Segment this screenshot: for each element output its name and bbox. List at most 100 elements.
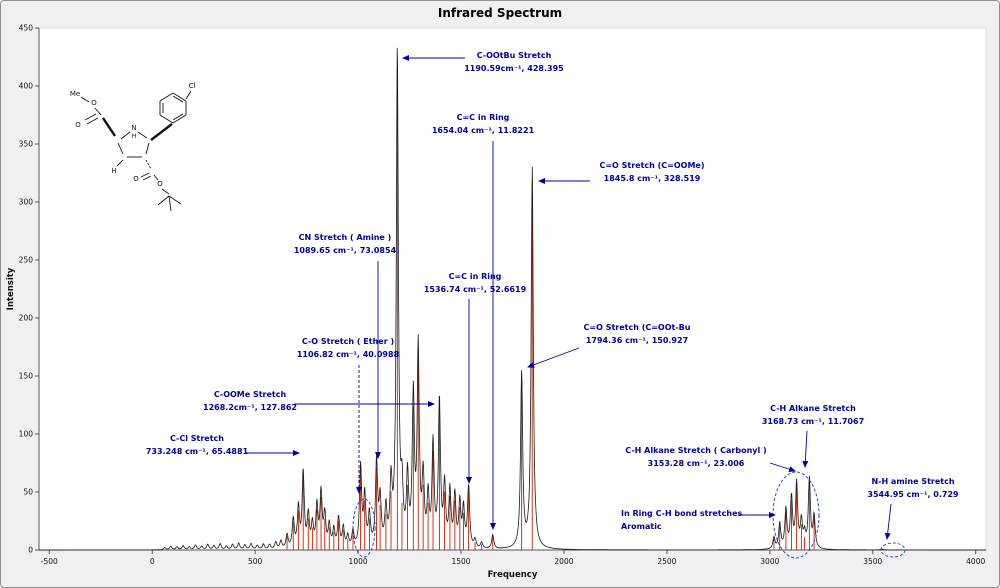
annotation-text: C=C in Ring (449, 272, 502, 281)
annotation-text: 1106.82 cm⁻¹, 40.0988 (297, 350, 400, 359)
bond (102, 117, 116, 137)
y-tick-label: 300 (19, 198, 34, 207)
annotation-text: Aromatic (621, 522, 662, 531)
annotation-cc-in-ring-1654: C=C in Ring 1654.04 cm⁻¹, 11.8221 (432, 113, 535, 530)
annotation-text: 3153.28 cm⁻¹, 23.006 (648, 459, 745, 468)
annotation-text: 733.248 cm⁻¹, 65.4881 (146, 447, 249, 456)
annotation-text: 1794.36 cm⁻¹, 150.927 (586, 336, 688, 345)
atom-label: N (131, 124, 136, 132)
annotation-nh-amine-stretch: N-H amine Stretch 3544.95 cm⁻¹, 0.729 (867, 477, 959, 540)
bond (159, 114, 174, 124)
bond (157, 195, 170, 206)
annotation-text: 1654.04 cm⁻¹, 11.8221 (432, 126, 535, 135)
annotation-in-ring-ch-aromatic: In Ring C-H bond stretches Aromatic (621, 509, 776, 531)
y-tick-label: 0 (28, 546, 33, 555)
x-tick-label: 1000 (349, 557, 368, 566)
stick-spectrum (286, 67, 883, 550)
bond (172, 95, 184, 103)
bond (142, 175, 152, 181)
atom-label: O (133, 175, 139, 183)
x-tick-label: 3000 (760, 557, 779, 566)
annotation-arrow (769, 462, 796, 473)
annotation-co-stretch-ether: C-O Stretch ( Ether ) 1106.82 cm⁻¹, 40.09… (297, 337, 400, 494)
annotation-ch-alkane-carbonyl: C-H Alkane Stretch ( Carbonyl ) 3153.28 c… (625, 446, 796, 473)
chart-title: Infrared Spectrum (437, 6, 563, 20)
annotation-text: 3544.95 cm⁻¹, 0.729 (867, 490, 959, 499)
spectrum-envelope (39, 47, 986, 551)
atom-label: H (132, 133, 137, 140)
annotation-ccl-stretch: C-Cl Stretch 733.248 cm⁻¹, 65.4881 (146, 434, 300, 456)
annotation-text: 3168.73 cm⁻¹, 11.7067 (762, 417, 864, 426)
bond (168, 195, 182, 205)
annotation-text: C=O Stretch (C=OOMe) (599, 161, 704, 170)
annotation-c-ootbu-stretch: C-OOtBu Stretch 1190.59cm⁻¹, 428.395 (402, 51, 564, 73)
x-tick-label: 0 (150, 557, 155, 566)
atom-label: O (91, 99, 97, 107)
y-tick-label: 450 (19, 24, 34, 33)
y-tick-label: 50 (23, 488, 33, 497)
annotation-arrow (527, 347, 580, 368)
annotation-cn-stretch-amine: CN Stretch ( Amine ) 1089.65 cm⁻¹, 73.085… (294, 233, 397, 459)
bond (80, 96, 90, 103)
atom-label: Cl (189, 82, 196, 90)
bond (172, 114, 187, 124)
highlight-ellipse (352, 498, 376, 558)
bond (172, 113, 184, 121)
annotation-text: 1536.74 cm⁻¹, 52.6619 (424, 285, 527, 294)
y-tick-label: 250 (19, 256, 34, 265)
bond (159, 92, 174, 102)
atom-label: O (157, 180, 163, 188)
bond (116, 159, 124, 167)
annotation-text: C=O Stretch (C=OOt-Bu (584, 323, 691, 332)
bond (86, 117, 99, 125)
annotation-text: C=C in Ring (457, 113, 510, 122)
bond (137, 131, 148, 139)
atom-label: O (75, 121, 81, 129)
annotation-text: In Ring C-H bond stretches (621, 509, 742, 518)
annotation-co-stretch-coome: C=O Stretch (C=OOMe) 1845.8 cm⁻¹, 328.519 (538, 161, 705, 184)
bond (145, 159, 152, 170)
annotation-text: 1845.8 cm⁻¹, 328.519 (604, 174, 701, 183)
annotation-arrow (884, 503, 892, 540)
annotation-text: C-Cl Stretch (170, 434, 224, 443)
bond (153, 174, 159, 181)
annotation-text: C-OOMe Stretch (214, 390, 287, 399)
y-tick-label: 350 (19, 140, 34, 149)
x-tick-label: 1500 (451, 557, 470, 566)
y-tick-label: 100 (19, 430, 34, 439)
annotation-coome-stretch: C-OOMe Stretch 1268.2cm⁻¹, 127.862 (203, 390, 435, 412)
annotation-arrow (802, 430, 809, 468)
annotation-text: 1268.2cm⁻¹, 127.862 (203, 403, 297, 412)
x-tick-label: 2000 (554, 557, 573, 566)
annotation-text: C-O Stretch ( Ether ) (302, 337, 394, 346)
bond (150, 123, 173, 141)
y-tick-label: 150 (19, 372, 34, 381)
x-tick-label: -500 (41, 557, 58, 566)
atom-label: Me (70, 90, 80, 98)
annotation-text: N-H amine Stretch (871, 477, 954, 486)
annotation-ch-alkane-stretch: C-H Alkane Stretch 3168.73 cm⁻¹, 11.7067 (762, 404, 864, 468)
y-tick-label: 200 (19, 314, 34, 323)
bond (145, 142, 150, 155)
annotation-co-stretch-cootbu: C=O Stretch (C=OOt-Bu 1794.36 cm⁻¹, 150.9… (527, 323, 691, 368)
plot-area (38, 27, 987, 551)
annotation-text: C-H Alkane Stretch (770, 404, 856, 413)
y-tick-label: 400 (19, 82, 34, 91)
x-tick-label: 2500 (657, 557, 676, 566)
annotation-text: 1089.65 cm⁻¹, 73.0854 (294, 246, 397, 255)
x-axis-title: Frequency (488, 570, 538, 580)
bond (140, 172, 150, 178)
annotation-cc-in-ring-1536: C=C in Ring 1536.74 cm⁻¹, 52.6619 (424, 272, 527, 484)
x-tick-label: 3500 (863, 557, 882, 566)
highlight-ellipse (880, 542, 906, 558)
bond (84, 113, 97, 121)
bond (120, 131, 131, 140)
annotation-text: C-OOtBu Stretch (477, 51, 552, 60)
annotation-text: 1190.59cm⁻¹, 428.395 (464, 64, 564, 73)
bond (185, 90, 192, 100)
atom-label: H (111, 167, 116, 175)
annotation-text: C-H Alkane Stretch ( Carbonyl ) (625, 446, 766, 455)
